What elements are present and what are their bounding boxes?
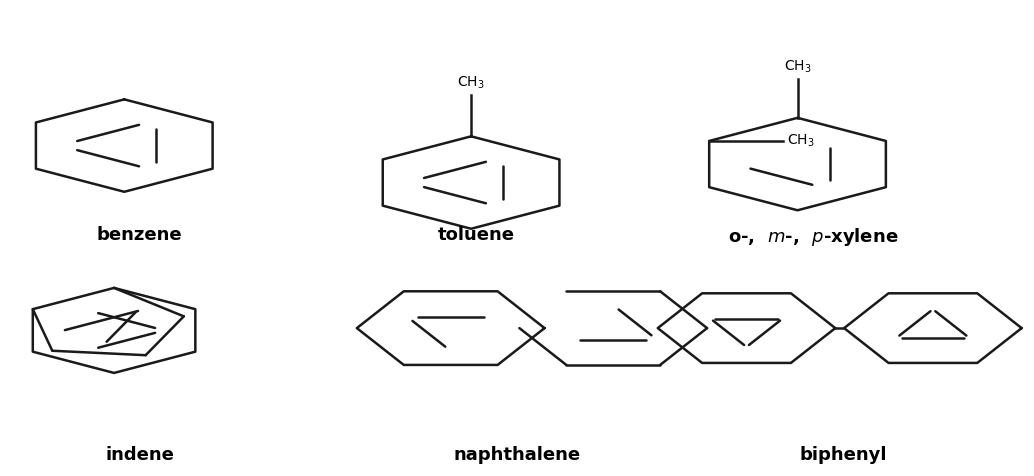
Text: toluene: toluene <box>437 227 515 245</box>
Text: CH$_3$: CH$_3$ <box>457 75 485 91</box>
Text: benzene: benzene <box>97 227 182 245</box>
Text: CH$_3$: CH$_3$ <box>787 133 815 149</box>
Text: o-,  $m$-,  $p$-xylene: o-, $m$-, $p$-xylene <box>728 227 898 248</box>
Text: biphenyl: biphenyl <box>799 446 887 464</box>
Text: CH$_3$: CH$_3$ <box>784 59 812 75</box>
Text: naphthalene: naphthalene <box>454 446 580 464</box>
Text: indene: indene <box>105 446 174 464</box>
